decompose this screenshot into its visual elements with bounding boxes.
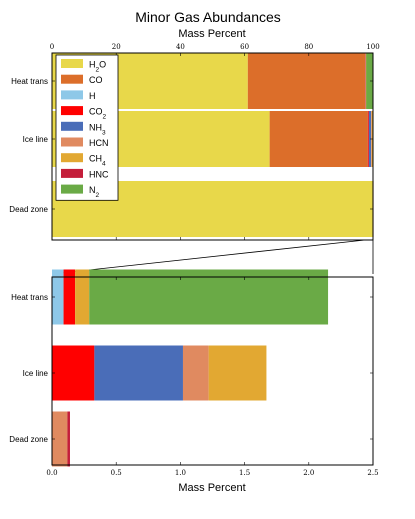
- bottom-plot-frame: [51, 276, 374, 466]
- bottom-x-tick-label: 2.0: [303, 469, 314, 477]
- bottom-panel: Heat trans Ice line Dead zone 0.0 0.5 1.0 1.5 2…: [9, 269, 379, 477]
- bottom-bar-heat-trans-n2: [89, 269, 329, 325]
- top-x-axis-label: Mass Percent: [178, 28, 245, 40]
- bottom-bar-ice-line-ch4: [208, 345, 267, 401]
- bottom-bar-heat-trans-ch4: [75, 269, 90, 325]
- top-bar-heat-trans-ch4: [365, 53, 367, 109]
- chart-title: Minor Gas Abundances: [135, 9, 281, 25]
- top-bar-heat-trans-n2: [366, 53, 373, 109]
- legend-label-co: CO: [89, 75, 103, 85]
- legend-swatch-nh3: [61, 121, 83, 131]
- legend-swatch-co: [61, 74, 83, 84]
- top-x-tick-label: 20: [112, 43, 121, 51]
- top-bar-heat-trans-co: [247, 53, 366, 109]
- top-y-tick-label: Heat trans: [11, 77, 48, 86]
- top-bar-ice-line-co: [269, 111, 368, 167]
- legend-label-nh3: NH3: [89, 122, 106, 136]
- legend-label-hcn: HCN: [89, 138, 109, 148]
- legend-label-hnc: HNC: [89, 169, 109, 179]
- top-bar-ice-line-co2: [367, 111, 369, 167]
- legend-swatch-ch4: [61, 153, 83, 163]
- bottom-x-tick-label: 0.0: [46, 469, 57, 477]
- legend-swatch-n2: [61, 184, 83, 194]
- bottom-bar-ice-line-hcn: [182, 345, 209, 401]
- top-y-tick-label: Ice line: [23, 135, 49, 144]
- legend-label-co2: CO2: [89, 107, 107, 121]
- legend-label-h2o: H2O: [89, 60, 106, 74]
- top-y-tick-label: Dead zone: [9, 205, 48, 214]
- top-x-tick-label: 0: [50, 43, 54, 51]
- bottom-x-axis-label: Mass Percent: [178, 482, 245, 494]
- top-x-tick-label: 60: [240, 43, 249, 51]
- bottom-x-tick-label: 1.0: [175, 469, 186, 477]
- zoom-connector-lines: [51, 239, 374, 275]
- bottom-bar-heat-trans-h: [52, 269, 64, 325]
- legend-swatch-h: [61, 90, 83, 100]
- legend-swatch-hcn: [61, 137, 83, 147]
- legend-swatch-co2: [61, 106, 83, 116]
- bottom-bar-dead-zone-hnc: [67, 411, 70, 467]
- bottom-bar-ice-line-co2: [52, 345, 95, 401]
- bottom-x-tick-label: 0.5: [111, 469, 122, 477]
- legend-swatch-hnc: [61, 168, 83, 178]
- top-plot-frame: [51, 52, 374, 241]
- bottom-y-tick-label: Dead zone: [9, 435, 48, 444]
- legend-swatch-h2o: [61, 59, 83, 68]
- top-x-tick-label: 100: [366, 43, 379, 51]
- bottom-y-tick-label: Ice line: [23, 369, 49, 378]
- bottom-x-tick-label: 1.5: [239, 469, 250, 477]
- legend-label-ch4: CH4: [89, 154, 106, 168]
- zoom-line-left: [51, 239, 366, 275]
- bottom-bar-dead-zone-hcn: [52, 411, 68, 467]
- bottom-bar-heat-trans-co2: [63, 269, 76, 325]
- legend-label-h: H: [89, 91, 96, 101]
- bottom-y-tick-label: Heat trans: [11, 293, 48, 302]
- top-x-tick-label: 80: [304, 43, 313, 51]
- bottom-bar-ice-line-nh3: [94, 345, 183, 401]
- top-bar-ice-line-nh3: [368, 111, 372, 167]
- bottom-x-tick-label: 2.5: [367, 469, 378, 477]
- top-bar-heat-trans-h: [365, 53, 366, 109]
- top-bar-heat-trans-co2: [365, 53, 367, 109]
- top-x-tick-label: 40: [176, 43, 185, 51]
- legend-label-n2: N2: [89, 185, 100, 199]
